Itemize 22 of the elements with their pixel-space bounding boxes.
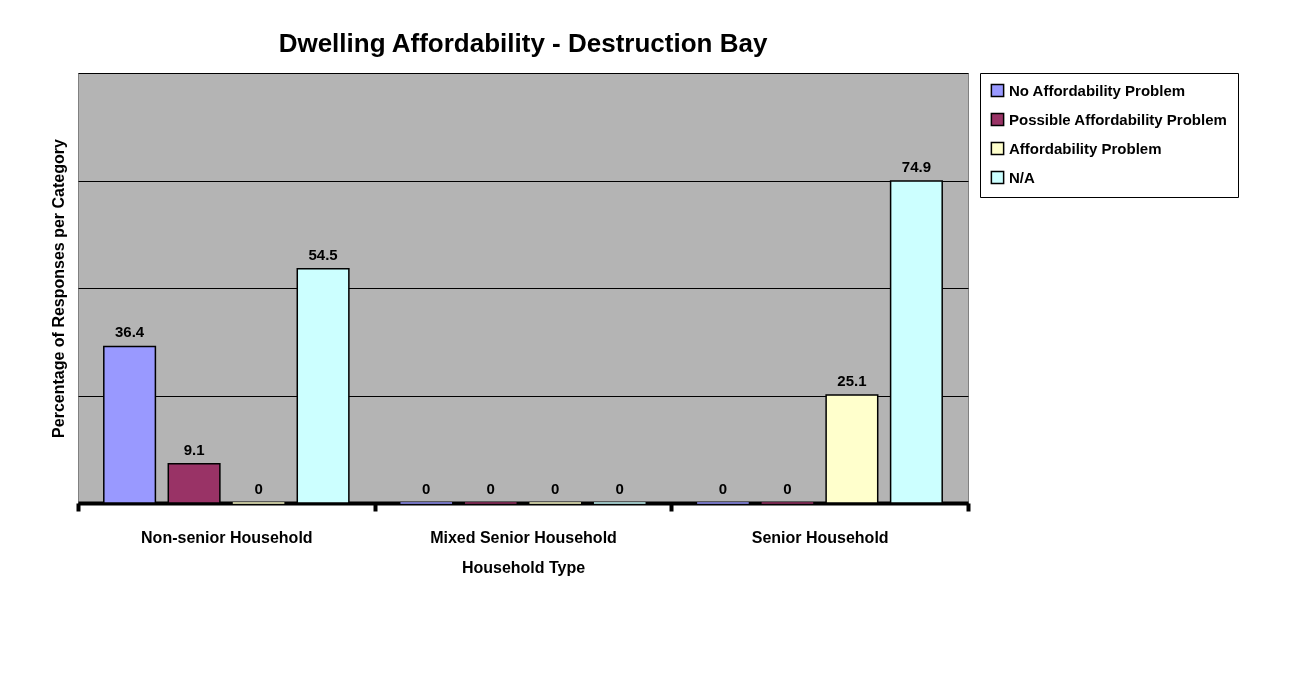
- data-label: 0: [615, 480, 624, 497]
- data-label: 25.1: [837, 372, 867, 390]
- x-axis-title: Household Type: [461, 558, 586, 576]
- x-tick-label: Mixed Senior Household: [430, 528, 617, 546]
- data-label: 54.5: [308, 245, 338, 263]
- legend-label: Affordability Problem: [1009, 139, 1162, 157]
- y-axis-title: Percentage of Responses per Category: [49, 139, 67, 438]
- x-tick-label: Senior Household: [751, 528, 889, 546]
- data-label: 0: [718, 480, 728, 497]
- data-label: 9.1: [183, 440, 205, 458]
- data-label: 0: [783, 480, 792, 497]
- chart-title: Dwelling Affordability - Destruction Bay: [278, 27, 768, 58]
- legend-label: Possible Affordability Problem: [1009, 110, 1227, 128]
- x-tick-label: Non-senior Household: [141, 528, 313, 546]
- data-label: 36.4: [114, 323, 145, 341]
- data-label: 0: [486, 480, 495, 497]
- data-label: 74.9: [901, 157, 932, 175]
- legend-label: N/A: [1009, 168, 1035, 186]
- data-label: 0: [254, 480, 263, 497]
- legend-label: No Affordability Problem: [1009, 81, 1186, 99]
- data-label: 0: [422, 480, 431, 497]
- data-label: 0: [551, 480, 560, 497]
